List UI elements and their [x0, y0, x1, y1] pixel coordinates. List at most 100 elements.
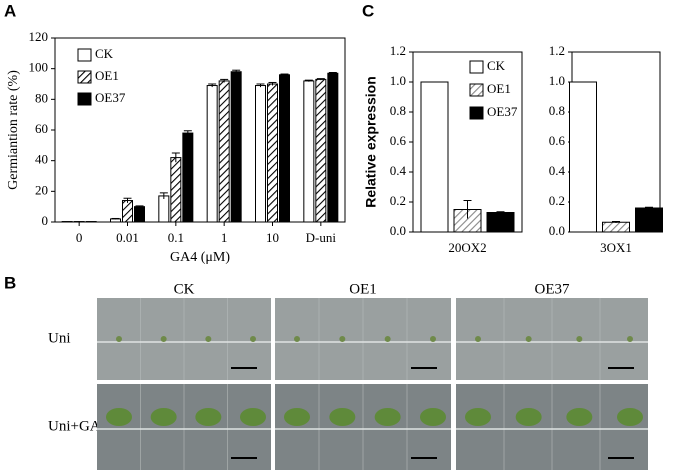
- y-axis-label: Germiantion rate (%): [6, 70, 21, 190]
- y-tick-label: 1.0: [390, 73, 406, 88]
- error-bar: [171, 152, 180, 163]
- bar: [327, 72, 339, 223]
- error-bar: [316, 78, 325, 81]
- bar: [218, 80, 230, 223]
- seedling: [617, 408, 643, 426]
- x-tick-label: 20OX2: [448, 240, 486, 255]
- legend-label: OE37: [487, 104, 518, 119]
- seedling: [515, 408, 542, 426]
- y-tick-label: 0.2: [549, 193, 565, 208]
- legend-label: OE37: [95, 90, 126, 105]
- y-tick-label: 80: [35, 90, 48, 105]
- seedling: [240, 408, 266, 426]
- error-bar: [304, 79, 313, 82]
- error-bar: [463, 200, 472, 219]
- error-bar: [159, 192, 168, 199]
- seedling: [430, 336, 436, 342]
- bar: [206, 85, 218, 223]
- row-label: Uni+GA: [48, 418, 101, 434]
- bar: [110, 218, 121, 223]
- error-bar: [220, 78, 229, 83]
- legend-label: CK: [95, 46, 114, 61]
- bar: [602, 221, 630, 233]
- plot-frame: [54, 37, 346, 223]
- x-tick-label: 0.01: [116, 230, 139, 245]
- panel-label: B: [4, 273, 16, 292]
- error-bar: [256, 83, 265, 88]
- bar: [255, 85, 266, 223]
- y-tick-label: 0.0: [390, 223, 406, 238]
- legend-label: CK: [487, 58, 506, 73]
- x-axis-label: GA4 (μM): [170, 250, 230, 265]
- seedling: [294, 336, 300, 342]
- x-tick-label: 1: [221, 230, 228, 245]
- y-tick-label: 0: [42, 213, 49, 228]
- bar: [170, 157, 182, 223]
- legend-swatch: [469, 83, 484, 97]
- bar: [420, 81, 449, 233]
- error-bar: [268, 81, 277, 86]
- seedling: [284, 408, 310, 426]
- error-bar: [123, 197, 132, 203]
- seedling: [525, 336, 532, 342]
- bar: [315, 78, 327, 223]
- y-tick-label: 1.2: [390, 43, 406, 58]
- seedling: [420, 408, 446, 426]
- bar: [486, 212, 515, 233]
- y-tick-label: 1.0: [549, 73, 565, 88]
- y-tick-label: 0.6: [549, 133, 566, 148]
- seedling: [566, 408, 593, 426]
- legend-label: OE1: [95, 68, 119, 83]
- seedling: [627, 336, 633, 342]
- error-bar: [183, 130, 192, 136]
- bar: [303, 80, 315, 223]
- error-bar: [208, 83, 217, 88]
- panel-label: A: [4, 1, 16, 20]
- column-label: CK: [174, 281, 195, 297]
- error-bar: [645, 206, 653, 209]
- legend-swatch: [77, 92, 92, 106]
- x-tick-label: 0: [76, 230, 83, 245]
- y-tick-label: 0.4: [390, 163, 407, 178]
- seedling: [465, 408, 491, 426]
- x-tick-label: 3OX1: [600, 240, 632, 255]
- bar: [267, 83, 278, 223]
- y-tick-label: 0.0: [549, 223, 565, 238]
- seedling: [475, 336, 481, 342]
- x-tick-label: 0.1: [168, 230, 184, 245]
- panel-label: C: [362, 1, 374, 20]
- seedling: [106, 408, 132, 426]
- y-axis-label: Relative expression: [363, 76, 379, 208]
- seedling: [576, 336, 583, 342]
- y-tick-label: 100: [29, 60, 49, 75]
- column-label: OE1: [349, 281, 377, 297]
- y-tick-label: 1.2: [549, 43, 565, 58]
- error-bar: [135, 205, 144, 208]
- x-tick-label: D-uni: [306, 230, 337, 245]
- bar: [158, 195, 170, 223]
- seedling: [250, 336, 256, 342]
- error-bar: [496, 211, 505, 214]
- y-tick-label: 0.8: [549, 103, 565, 118]
- y-tick-label: 60: [35, 121, 48, 136]
- y-tick-label: 0.2: [390, 193, 406, 208]
- column-label: OE37: [535, 281, 570, 297]
- y-tick-label: 40: [35, 152, 48, 167]
- legend-swatch: [469, 60, 484, 74]
- y-tick-label: 0.8: [390, 103, 406, 118]
- error-bar: [612, 221, 620, 223]
- seedling: [150, 408, 177, 426]
- bar: [230, 71, 242, 223]
- error-bar: [111, 217, 120, 220]
- seedling: [384, 336, 391, 342]
- legend-label: OE1: [487, 81, 511, 96]
- y-tick-label: 20: [35, 182, 48, 197]
- seedling: [339, 336, 346, 342]
- legend-swatch: [77, 70, 92, 84]
- seedling: [116, 336, 122, 342]
- error-bar: [328, 72, 337, 75]
- bar: [122, 200, 133, 223]
- seedling: [160, 336, 167, 342]
